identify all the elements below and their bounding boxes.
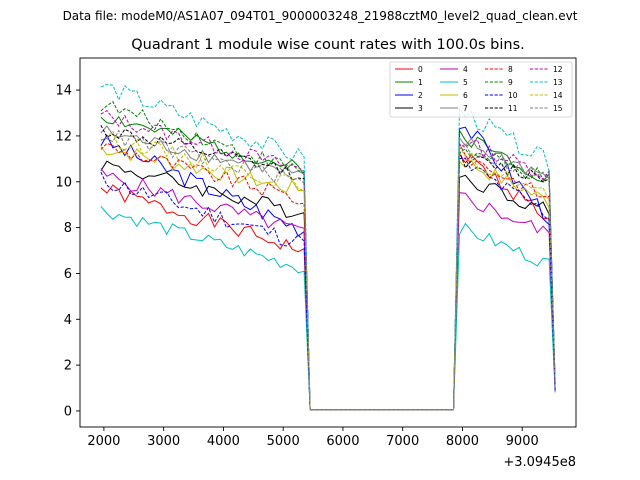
- legend-label-2: 2: [418, 91, 423, 100]
- legend-label-8: 8: [508, 65, 513, 74]
- x-offset-label: +3.0945e8: [503, 455, 576, 470]
- y-tick-label: 6: [64, 267, 72, 282]
- series-line-15: [100, 129, 556, 411]
- x-axis: 2000 3000 4000 5000 6000 7000 8000 9000: [87, 427, 539, 449]
- legend-label-10: 10: [508, 91, 518, 100]
- y-tick-label: 2: [64, 359, 72, 374]
- figure-suptitle: Data file: modeM0/AS1A07_094T01_90000032…: [63, 9, 578, 23]
- legend-label-3: 3: [418, 104, 423, 113]
- legend-label-7: 7: [463, 104, 468, 113]
- legend-label-14: 14: [553, 91, 563, 100]
- y-tick-label: 8: [64, 221, 72, 236]
- x-tick-label: 9000: [506, 434, 539, 449]
- legend-label-5: 5: [463, 78, 468, 87]
- chart-title: Quadrant 1 module wise count rates with …: [131, 37, 525, 53]
- x-tick-label: 4000: [207, 434, 240, 449]
- y-tick-label: 10: [55, 175, 72, 190]
- legend-frame: [389, 61, 573, 118]
- legend-label-13: 13: [553, 78, 563, 87]
- series-line-12: [100, 110, 556, 411]
- legend-label-4: 4: [463, 65, 468, 74]
- legend-label-6: 6: [463, 91, 468, 100]
- axes-frame: [79, 57, 577, 428]
- legend-label-9: 9: [508, 78, 513, 87]
- y-tick-label: 0: [64, 404, 72, 419]
- x-tick-label: 3000: [147, 434, 180, 449]
- legend-label-1: 1: [418, 78, 423, 87]
- y-tick-label: 12: [55, 129, 72, 144]
- y-tick-label: 4: [64, 313, 72, 328]
- x-tick-label: 8000: [446, 434, 479, 449]
- y-axis: 0 2 4 6 8 10 12 14: [55, 84, 80, 419]
- legend-label-15: 15: [553, 104, 563, 113]
- x-tick-label: 7000: [386, 434, 419, 449]
- plot-lines: [100, 83, 556, 411]
- x-tick-label: 5000: [267, 434, 300, 449]
- legend-label-12: 12: [553, 65, 563, 74]
- x-tick-label: 6000: [326, 434, 359, 449]
- legend-label-11: 11: [508, 104, 518, 113]
- x-tick-label: 2000: [87, 434, 120, 449]
- y-tick-label: 14: [55, 84, 72, 99]
- legend-label-0: 0: [418, 65, 423, 74]
